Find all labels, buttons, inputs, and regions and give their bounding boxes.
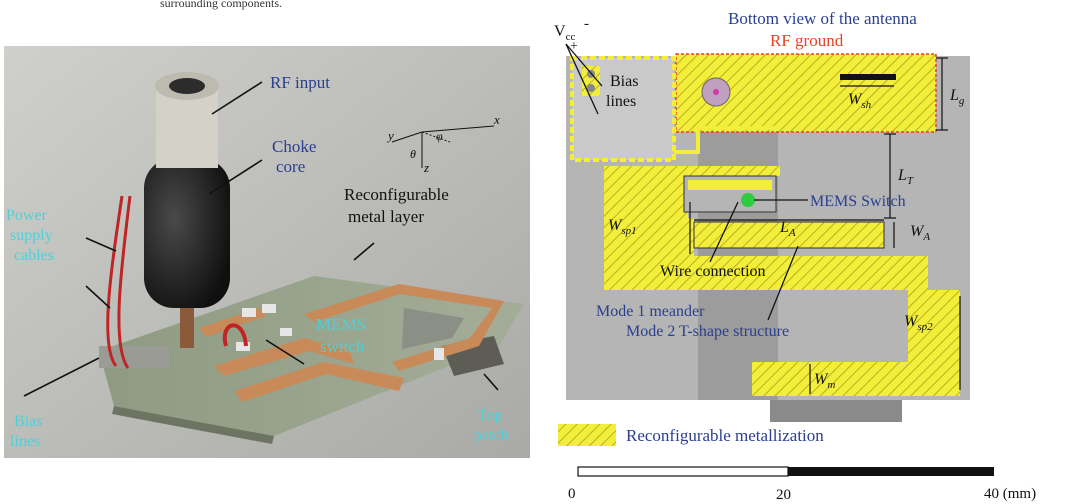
feed-extension xyxy=(770,400,902,422)
legend-label: Reconfigurable metallization xyxy=(626,426,824,445)
mems-switch-label: MEMS Switch xyxy=(810,193,906,210)
lines-text: lines xyxy=(606,93,636,110)
caption-fragment: surrounding components. xyxy=(160,0,282,10)
lg-label: Lg xyxy=(949,87,965,107)
bias-label: Bias xyxy=(14,413,42,430)
bias-block xyxy=(99,346,169,368)
vcc-plus: + xyxy=(570,39,578,54)
lt-label: LT xyxy=(897,167,914,187)
vcc-minus: - xyxy=(584,16,589,32)
antenna-photo: RF input Choke core Reconfigurable metal… xyxy=(4,46,530,458)
mode1-meander-tail xyxy=(752,290,960,396)
mode2-t-shape xyxy=(693,221,885,249)
wsp1-label: Wsp1 xyxy=(608,217,637,237)
pointer-arrows xyxy=(565,43,808,321)
choke-core xyxy=(144,158,230,308)
coordinate-axes xyxy=(391,125,495,168)
mems-wire xyxy=(222,323,248,347)
axis-phi-label: φ xyxy=(436,129,443,143)
power-cable-red xyxy=(106,195,124,367)
scale-bar-white xyxy=(577,466,789,477)
mode1-label: Mode 1 meander xyxy=(596,303,705,320)
lines-label: lines xyxy=(10,433,40,450)
la-label: LA xyxy=(779,219,796,239)
photo-arrows xyxy=(23,81,499,397)
wsh-bar xyxy=(840,74,896,80)
rf-ground-label: RF ground xyxy=(770,31,844,50)
power-label: Power xyxy=(6,207,48,224)
mems-switch-dot xyxy=(741,193,755,207)
bias-lines-region xyxy=(570,56,676,162)
supply-label: supply xyxy=(10,227,53,244)
copper-meander xyxy=(304,284,504,371)
wire-connection-label: Wire connection xyxy=(660,263,766,280)
scale-40: 40 (mm) xyxy=(984,486,1036,502)
core-label: core xyxy=(276,157,305,176)
scale-0: 0 xyxy=(568,486,576,502)
wa-label: WA xyxy=(910,223,930,243)
cables-label: cables xyxy=(14,247,54,264)
wm-label: Wm xyxy=(814,371,835,391)
reconfigurable-label: Reconfigurable xyxy=(344,185,449,204)
bias-text: Bias xyxy=(610,73,638,90)
rf-connector xyxy=(156,90,218,168)
legend-swatch xyxy=(558,424,616,446)
choke-label: Choke xyxy=(272,137,316,156)
antenna-layout-diagram: Bottom view of the antenna RF ground xyxy=(554,9,1036,503)
diagram-title: Bottom view of the antenna xyxy=(728,9,917,28)
axis-z-label: z xyxy=(423,160,429,175)
mems-label: MEMS xyxy=(316,315,366,334)
wsp2-label: Wsp2 xyxy=(904,313,933,333)
smd-component xyxy=(242,308,256,317)
metal-layer-label: metal layer xyxy=(348,207,424,226)
axis-theta-label: θ xyxy=(410,147,416,161)
wsh-label: Wsh xyxy=(848,91,872,111)
patch-label: patch xyxy=(474,427,509,444)
axis-x-label: x xyxy=(493,112,500,127)
scale-20: 20 xyxy=(776,487,791,503)
dimension-lines xyxy=(689,57,961,394)
axis-y-label: y xyxy=(386,128,394,143)
rf-input-label: RF input xyxy=(270,73,330,92)
mode2-label: Mode 2 T-shape structure xyxy=(626,323,789,340)
top-label: Top xyxy=(478,407,503,424)
vcc-label: Vcc xyxy=(554,23,575,43)
switch-label: switch xyxy=(320,337,365,356)
scale-bar-black xyxy=(788,467,994,476)
